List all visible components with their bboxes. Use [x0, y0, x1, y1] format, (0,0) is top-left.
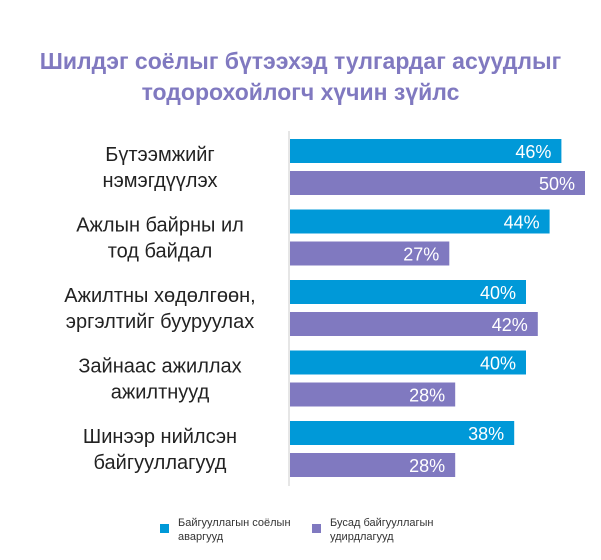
category-label-2-line-1: Ажилтны хөдөлгөөн, — [64, 285, 255, 307]
data-label-champions-2: 40% — [480, 283, 516, 303]
category-label-0-line-1: Бүтээмжийг — [105, 144, 214, 166]
category-label-1-line-1: Ажлын байрны ил — [76, 215, 244, 237]
bar-champions-4 — [290, 421, 515, 445]
data-label-others-4: 28% — [409, 456, 445, 476]
category-label-2-line-2: эргэлтийг бууруулах — [66, 311, 254, 333]
legend-label-others: Бусад байгууллагын удирдлагууд — [330, 517, 434, 543]
bar-champions-1 — [290, 209, 550, 234]
bar-others-1 — [290, 241, 450, 266]
data-label-champions-3: 40% — [480, 354, 516, 374]
data-label-others-2: 42% — [492, 315, 528, 335]
bar-champions-0 — [290, 139, 562, 163]
category-label-4-line-1: Шинээр нийлсэн — [83, 426, 237, 448]
data-label-others-3: 28% — [409, 386, 445, 406]
legend-swatch-others — [312, 524, 321, 533]
category-label-1-line-2: тод байдал — [108, 241, 213, 263]
legend-label-champions: Байгууллагын соёлын аваргууд — [178, 517, 291, 543]
data-label-others-1: 27% — [403, 245, 439, 265]
bar-chart: Бүтээмжийг нэмэгдүүлэх 46% 50% Ажлын байрны … — [64, 131, 585, 486]
bar-others-4 — [290, 453, 456, 477]
chart-title-line-2: тодорохойлогч хүчин зүйлс — [141, 79, 460, 105]
category-label-3-line-1: Зайнаас ажиллах — [78, 356, 241, 378]
legend-swatch-champions — [160, 524, 169, 533]
category-label-3-line-2: ажилтнууд — [111, 382, 210, 404]
bar-others-2 — [290, 312, 538, 336]
bar-others-0 — [290, 171, 585, 195]
chart-title: Шилдэг соёлыг бүтээхэд тулгардаг асуудлы… — [0, 46, 601, 108]
data-label-others-0: 50% — [539, 174, 575, 194]
data-label-champions-4: 38% — [468, 424, 504, 444]
chart-title-line-1: Шилдэг соёлыг бүтээхэд тулгардаг асуудлы… — [39, 48, 562, 74]
category-label-0-line-2: нэмэгдүүлэх — [103, 170, 218, 192]
legend: Байгууллагын соёлын аваргууд Бусад байгу… — [160, 516, 520, 552]
bar-champions-3 — [290, 350, 526, 375]
data-label-champions-0: 46% — [515, 142, 551, 162]
bar-others-3 — [290, 382, 456, 407]
bar-champions-2 — [290, 280, 526, 304]
category-label-4-line-2: байгууллагууд — [94, 452, 227, 474]
data-label-champions-1: 44% — [504, 213, 540, 233]
